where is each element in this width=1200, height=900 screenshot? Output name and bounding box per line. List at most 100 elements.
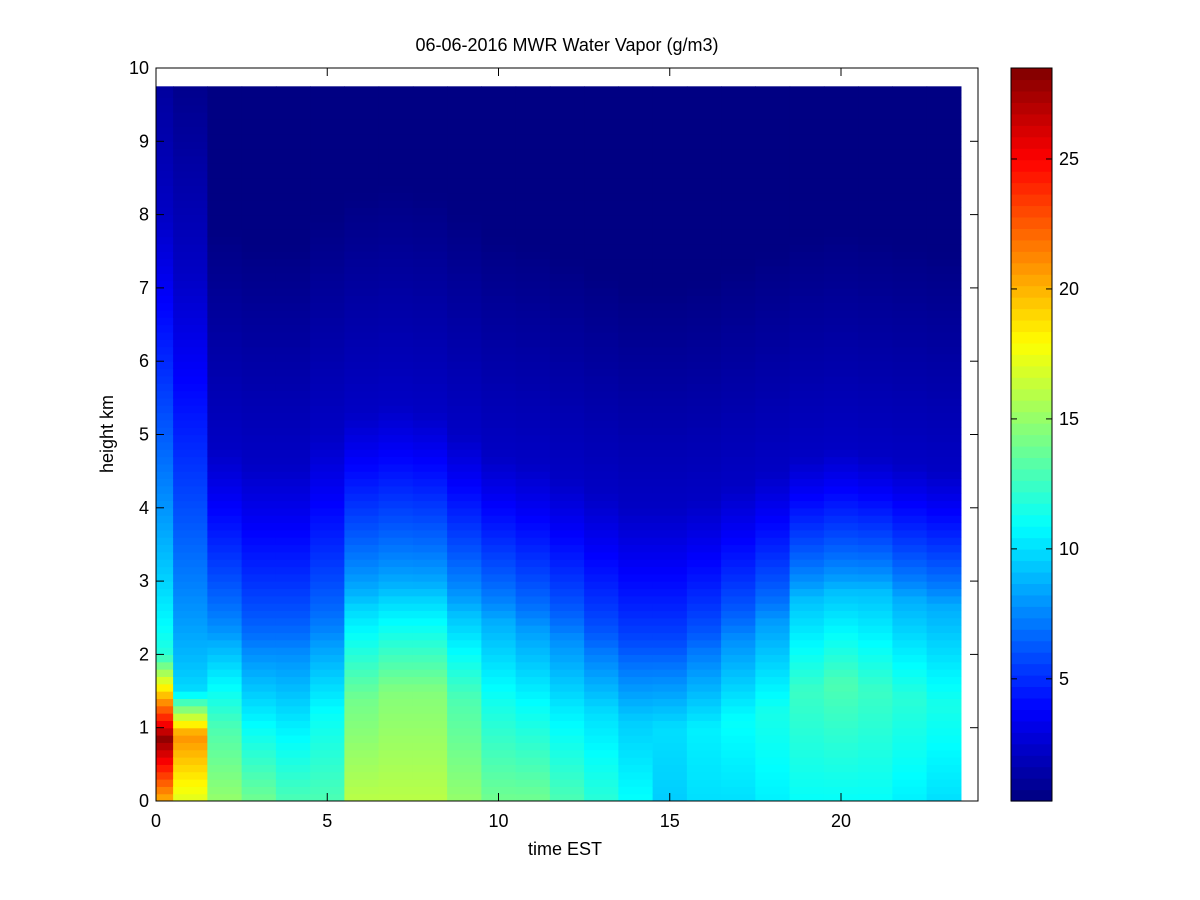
heatmap-cell <box>823 610 859 619</box>
heatmap-cell <box>412 397 448 406</box>
heatmap-cell <box>156 375 174 384</box>
heatmap-cell <box>721 566 756 575</box>
heatmap-cell <box>584 111 619 120</box>
heatmap-cell <box>310 405 345 414</box>
heatmap-cell <box>207 170 243 179</box>
heatmap-cell <box>173 148 208 157</box>
heatmap-cell <box>584 339 619 348</box>
heatmap-cell <box>755 375 791 384</box>
heatmap-cell <box>823 339 859 348</box>
heatmap-cell <box>584 221 619 230</box>
heatmap-cell <box>241 251 277 260</box>
heatmap-cell <box>584 485 619 494</box>
heatmap-cell <box>515 632 551 641</box>
colorbar-step <box>1011 606 1052 619</box>
heatmap-cell <box>310 683 345 692</box>
heatmap-cell <box>275 654 311 663</box>
heatmap-cell <box>618 654 654 663</box>
heatmap-cell <box>755 588 791 597</box>
heatmap-cell <box>926 456 962 465</box>
heatmap-cell <box>789 625 825 634</box>
heatmap-cell <box>207 566 243 575</box>
heatmap-cell <box>823 639 859 648</box>
heatmap-cell <box>823 177 859 186</box>
heatmap-cell <box>926 757 962 765</box>
heatmap-cell <box>310 295 345 304</box>
heatmap-cell <box>481 339 517 348</box>
heatmap-cell <box>275 119 311 128</box>
heatmap-cell <box>207 97 243 106</box>
heatmap-cell <box>892 163 928 172</box>
heatmap-cell <box>412 610 448 619</box>
heatmap-cell <box>584 155 619 164</box>
colorbar-step <box>1011 136 1052 149</box>
heatmap-cell <box>926 705 962 714</box>
heatmap-cell <box>823 243 859 252</box>
heatmap-cell <box>173 163 208 172</box>
heatmap-cell <box>686 676 722 685</box>
heatmap-cell <box>241 529 277 538</box>
heatmap-cell <box>207 771 243 780</box>
heatmap-cell <box>447 368 482 377</box>
heatmap-cell <box>241 463 277 472</box>
heatmap-cell <box>207 691 243 699</box>
heatmap-cell <box>823 683 859 692</box>
heatmap-cell <box>173 661 208 670</box>
heatmap-cell <box>892 727 928 736</box>
heatmap-cell <box>858 764 893 773</box>
heatmap-cell <box>549 639 585 648</box>
heatmap-cell <box>584 713 619 721</box>
heatmap-cell <box>721 449 756 458</box>
colorbar-step <box>1011 171 1052 184</box>
heatmap-cell <box>926 133 962 142</box>
heatmap-cell <box>378 258 414 267</box>
heatmap-cell <box>892 324 928 333</box>
heatmap-cell <box>823 676 859 685</box>
heatmap-cell <box>156 551 174 560</box>
heatmap-cell <box>652 713 688 721</box>
heatmap-cell <box>310 698 345 707</box>
heatmap-cell <box>755 141 791 150</box>
heatmap-cell <box>686 199 722 208</box>
heatmap-cell <box>823 485 859 494</box>
heatmap-cell <box>549 793 585 801</box>
heatmap-cell <box>584 573 619 582</box>
heatmap-cell <box>275 720 311 729</box>
heatmap-cell <box>892 86 928 91</box>
heatmap-cell <box>241 544 277 553</box>
heatmap-cell <box>310 727 345 736</box>
heatmap-cell <box>156 654 174 663</box>
heatmap-cell <box>447 280 482 289</box>
heatmap-cell <box>686 786 722 795</box>
x-axis-label: time EST <box>528 839 602 859</box>
heatmap-cell <box>241 265 277 274</box>
heatmap-cell <box>173 295 208 304</box>
heatmap-cell <box>618 522 654 531</box>
heatmap-cell <box>549 97 585 106</box>
heatmap-cell <box>173 126 208 135</box>
heatmap-cell <box>755 603 791 612</box>
heatmap-cell <box>858 507 893 516</box>
heatmap-cell <box>584 295 619 304</box>
heatmap-cell <box>652 419 688 428</box>
heatmap-cell <box>892 485 928 494</box>
heatmap-cell <box>275 793 311 801</box>
colorbar-step <box>1011 652 1052 665</box>
heatmap-cell <box>344 654 380 663</box>
heatmap-cell <box>344 119 380 128</box>
heatmap-cell <box>549 192 585 201</box>
heatmap-cell <box>652 654 688 663</box>
heatmap-cell <box>241 786 277 795</box>
heatmap-cell <box>378 537 414 546</box>
heatmap-cell <box>310 185 345 194</box>
heatmap-cell <box>686 551 722 560</box>
heatmap-cell <box>858 111 893 120</box>
heatmap-cell <box>412 493 448 502</box>
heatmap-cell <box>789 111 825 120</box>
heatmap-cell <box>755 302 791 311</box>
heatmap-cell <box>755 361 791 370</box>
heatmap-cell <box>584 544 619 553</box>
heatmap-cell <box>481 485 517 494</box>
heatmap-cell <box>481 588 517 597</box>
